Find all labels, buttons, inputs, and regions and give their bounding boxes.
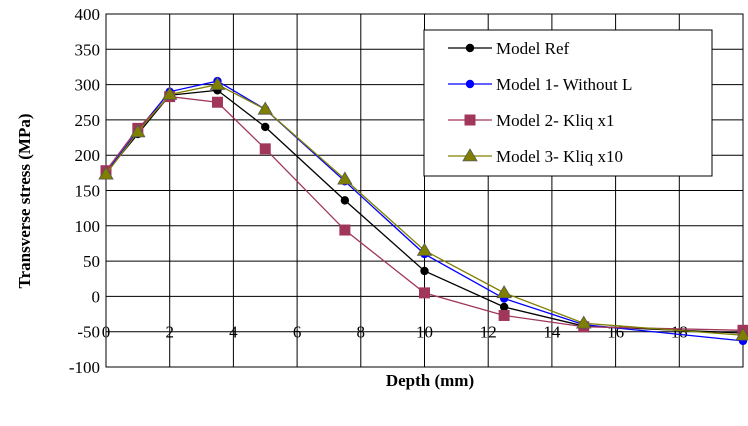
- y-tick-labels: 400 350 300 250 200 150 100 50 0 -50 -100: [69, 5, 100, 377]
- y-tick-label: 200: [75, 146, 101, 165]
- series-model-3-kliq-x10: [98, 76, 748, 341]
- legend-item: Model 2- Kliq x1: [448, 111, 615, 130]
- data-point: [420, 266, 429, 276]
- y-tick-label: 0: [92, 287, 101, 306]
- y-tick-label: 50: [83, 252, 100, 271]
- x-tick-label: 2: [165, 323, 174, 342]
- plot-area: [105, 13, 744, 368]
- data-point: [462, 148, 478, 162]
- series-layer: [98, 76, 748, 346]
- data-point: [499, 302, 509, 312]
- data-point: [211, 96, 223, 108]
- x-tick-label: 10: [416, 323, 433, 342]
- x-tick-label: 8: [357, 323, 366, 342]
- data-point: [130, 124, 146, 138]
- data-point: [339, 224, 351, 236]
- x-tick-label: 4: [229, 323, 238, 342]
- y-tick-label: 100: [75, 217, 101, 236]
- data-point: [261, 122, 270, 132]
- data-point: [465, 79, 475, 89]
- data-point: [464, 114, 476, 126]
- y-tick-label: 250: [75, 111, 101, 130]
- legend-label: Model 1- Without L: [496, 75, 632, 94]
- data-point: [419, 287, 430, 299]
- data-point: [162, 86, 178, 100]
- legend-item: Model Ref: [448, 39, 570, 58]
- data-point: [735, 327, 748, 341]
- x-tick-label: 0: [102, 323, 111, 342]
- x-tick-label: 14: [543, 323, 561, 342]
- y-tick-label: -50: [77, 323, 100, 342]
- x-tick-label: 6: [293, 323, 302, 342]
- x-axis-title: Depth (mm): [386, 371, 474, 390]
- data-point: [496, 285, 512, 299]
- legend-label: Model 3- Kliq x10: [496, 147, 623, 166]
- x-tick-label: 12: [480, 323, 497, 342]
- data-point: [576, 315, 592, 329]
- data-point: [257, 101, 273, 115]
- y-axis-title: Transverse stress (MPa): [15, 114, 34, 289]
- y-tick-label: 400: [75, 5, 101, 24]
- series-line: [105, 80, 744, 342]
- y-tick-label: 350: [75, 40, 101, 59]
- data-point: [209, 76, 226, 90]
- y-tick-label: -100: [69, 358, 100, 377]
- legend: Model Ref Model 1- Without L Model 2- Kliq…: [423, 29, 713, 177]
- series-line: [105, 89, 744, 334]
- x-tick-label: 18: [671, 323, 688, 342]
- y-tick-label: 150: [75, 182, 101, 201]
- data-point: [340, 196, 350, 205]
- legend-label: Model 2- Kliq x1: [496, 111, 615, 130]
- y-tick-label: 300: [75, 76, 101, 95]
- data-point: [259, 143, 271, 155]
- data-point: [416, 242, 433, 256]
- series-line: [105, 83, 744, 336]
- data-point: [98, 166, 114, 180]
- data-point: [465, 43, 475, 53]
- legend-item: Model 3- Kliq x10: [448, 147, 623, 166]
- data-point: [337, 171, 353, 185]
- legend-label: Model Ref: [496, 39, 570, 58]
- legend-item: Model 1- Without L: [448, 75, 632, 94]
- data-point: [498, 309, 510, 321]
